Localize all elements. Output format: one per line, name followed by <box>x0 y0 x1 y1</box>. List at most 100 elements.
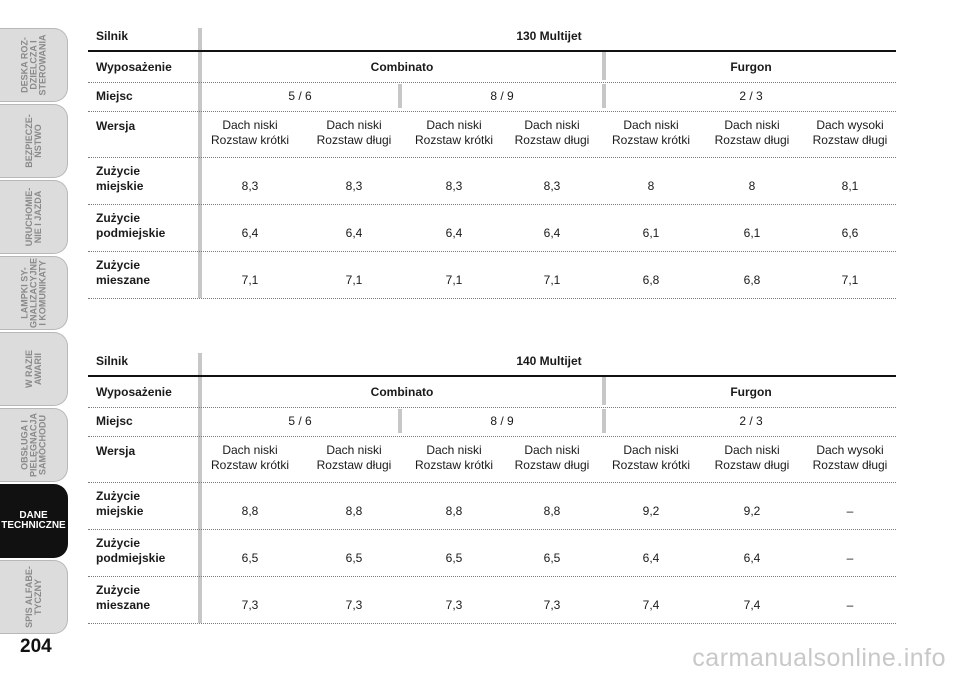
consumption-value: 7,3 <box>241 598 259 612</box>
tab-spis-alfabetyczny[interactable]: SPIS ALFABE- TYCZNY <box>0 560 68 634</box>
tab-dane-techniczne[interactable]: DANE TECHNICZNE <box>0 484 68 558</box>
version-roof: Dach wysoki <box>816 118 884 132</box>
version-cell: Dach niski Rozstaw długi <box>500 443 604 473</box>
equipment-combinato: Combinato <box>370 60 434 74</box>
consumption-value: 6,5 <box>543 551 561 565</box>
version-cell: Dach niski Rozstaw krótki <box>599 118 703 148</box>
version-cell: Dach niski Rozstaw długi <box>700 118 804 148</box>
version-cell: Dach niski Rozstaw krótki <box>198 443 302 473</box>
consumption-label-line: miejskie <box>96 504 144 518</box>
consumption-label-line: podmiejskie <box>96 551 166 565</box>
consumption-label-line: mieszane <box>96 273 151 287</box>
version-wheelbase: Rozstaw krótki <box>611 133 691 147</box>
version-wheelbase: Rozstaw krótki <box>414 133 494 147</box>
consumption-value: 8 <box>647 179 655 193</box>
consumption-value: 7,1 <box>841 273 859 287</box>
version-row: Wersja Dach niski Rozstaw krótki Dach nis… <box>88 437 896 483</box>
version-wheelbase: Rozstaw długi <box>316 458 392 472</box>
column-separator <box>602 84 606 108</box>
consumption-value: 6,4 <box>241 226 259 240</box>
consumption-label: Zużycie podmiejskie <box>96 211 165 241</box>
version-roof: Dach niski <box>426 118 482 132</box>
consumption-value: 6,5 <box>241 551 259 565</box>
seats-value: 5 / 6 <box>288 414 312 428</box>
tab-obsluga-i-pielegnacja[interactable]: OBSŁUGA I PIELĘGNACJA SAMOCHODU <box>0 408 68 482</box>
engine-row: Silnik 130 Multijet <box>88 24 896 52</box>
consumption-value: 6,6 <box>841 226 859 240</box>
tab-label: DANE TECHNICZNE <box>1 510 66 531</box>
tab-label: LAMPKI SY- GNALIZACYJNE I KOMUNIKATY <box>19 258 47 329</box>
engine-name: 140 Multijet <box>516 354 582 368</box>
column-separator <box>602 409 606 433</box>
version-cell: Dach niski Rozstaw krótki <box>402 443 506 473</box>
consumption-value: 6,5 <box>445 551 463 565</box>
version-wheelbase: Rozstaw krótki <box>210 133 290 147</box>
consumption-label: Zużycie miejskie <box>96 489 143 519</box>
consumption-value: 8 <box>748 179 756 193</box>
consumption-value: 9,2 <box>743 504 761 518</box>
version-cell: Dach niski Rozstaw długi <box>302 443 406 473</box>
consumption-value: 6,4 <box>345 226 363 240</box>
version-wheelbase: Rozstaw długi <box>514 133 590 147</box>
seats-value: 5 / 6 <box>288 89 312 103</box>
version-wheelbase: Rozstaw długi <box>514 458 590 472</box>
version-cell: Dach niski Rozstaw długi <box>500 118 604 148</box>
version-cell: Dach niski Rozstaw długi <box>302 118 406 148</box>
version-row: Wersja Dach niski Rozstaw krótki Dach nis… <box>88 112 896 158</box>
consumption-row-combined: Zużycie mieszane 7,1 7,1 7,1 7,1 6,8 6,8 … <box>88 252 896 299</box>
version-wheelbase: Rozstaw krótki <box>210 458 290 472</box>
tab-label: URUCHOMIE- NIE I JAZDA <box>23 187 43 247</box>
consumption-label-line: podmiejskie <box>96 226 166 240</box>
consumption-label: Zużycie podmiejskie <box>96 536 165 566</box>
version-roof: Dach niski <box>426 443 482 457</box>
tab-label: BEZPIECZE- ŃSTWO <box>23 114 43 168</box>
watermark: carmanualsonline.info <box>692 644 946 672</box>
consumption-label-line: mieszane <box>96 598 151 612</box>
seats-row: Miejsc 5 / 6 8 / 9 2 / 3 <box>88 83 896 112</box>
consumption-label-line: Zużycie <box>96 583 141 597</box>
seats-row: Miejsc 5 / 6 8 / 9 2 / 3 <box>88 408 896 437</box>
consumption-value: 6,5 <box>345 551 363 565</box>
consumption-value: – <box>846 551 854 565</box>
tab-bezpieczenstwo[interactable]: BEZPIECZE- ŃSTWO <box>0 104 68 178</box>
column-separator <box>198 28 202 298</box>
version-cell: Dach wysoki Rozstaw długi <box>798 118 902 148</box>
consumption-value: 6,8 <box>743 273 761 287</box>
version-cell: Dach niski Rozstaw długi <box>700 443 804 473</box>
consumption-value: 9,2 <box>642 504 660 518</box>
consumption-value: 7,1 <box>445 273 463 287</box>
consumption-label: Zużycie mieszane <box>96 583 150 613</box>
spec-table-140-multijet: Silnik 140 Multijet Wyposażenie Combinat… <box>88 349 896 624</box>
consumption-value: 8,8 <box>543 504 561 518</box>
consumption-row-urban: Zużycie miejskie 8,3 8,3 8,3 8,3 8 8 8,1 <box>88 158 896 205</box>
equipment-combinato: Combinato <box>370 385 434 399</box>
tab-lampki-sygnalizacyjne[interactable]: LAMPKI SY- GNALIZACYJNE I KOMUNIKATY <box>0 256 68 330</box>
seats-value: 2 / 3 <box>739 89 763 103</box>
consumption-value: 8,8 <box>241 504 259 518</box>
consumption-value: 7,1 <box>543 273 561 287</box>
consumption-value: – <box>846 598 854 612</box>
version-label: Wersja <box>96 444 136 458</box>
consumption-value: 8,8 <box>445 504 463 518</box>
version-roof: Dach niski <box>623 118 679 132</box>
consumption-value: 7,3 <box>345 598 363 612</box>
equipment-label: Wyposażenie <box>96 60 172 74</box>
tab-label: DESKA ROZ- DZIELCZA I STEROWANIA <box>19 34 47 96</box>
consumption-value: 7,3 <box>445 598 463 612</box>
equipment-row: Wyposażenie Combinato Furgon <box>88 377 896 408</box>
version-wheelbase: Rozstaw długi <box>714 458 790 472</box>
consumption-label-line: miejskie <box>96 179 144 193</box>
tab-uruchomienie-i-jazda[interactable]: URUCHOMIE- NIE I JAZDA <box>0 180 68 254</box>
version-roof: Dach niski <box>222 443 278 457</box>
column-separator <box>602 377 606 405</box>
version-cell: Dach niski Rozstaw krótki <box>402 118 506 148</box>
consumption-label-line: Zużycie <box>96 211 141 225</box>
tab-w-razie-awarii[interactable]: W RAZIE AWARII <box>0 332 68 406</box>
equipment-label: Wyposażenie <box>96 385 172 399</box>
tab-deska-rozdzielcza[interactable]: DESKA ROZ- DZIELCZA I STEROWANIA <box>0 28 68 102</box>
engine-row: Silnik 140 Multijet <box>88 349 896 377</box>
consumption-value: 6,1 <box>743 226 761 240</box>
consumption-value: 6,4 <box>743 551 761 565</box>
version-roof: Dach niski <box>222 118 278 132</box>
seats-value: 8 / 9 <box>490 414 514 428</box>
